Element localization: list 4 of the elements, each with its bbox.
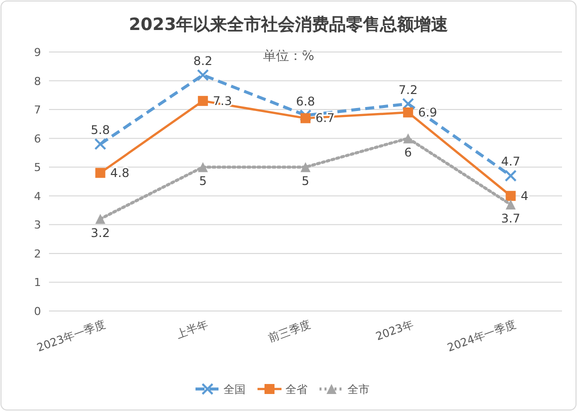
- legend-label: 全省: [286, 383, 308, 396]
- legend-label: 全国: [224, 383, 246, 396]
- legend-label: 全市: [348, 383, 370, 396]
- title: 2023年以来全市社会消费品零售总额增速: [128, 15, 448, 35]
